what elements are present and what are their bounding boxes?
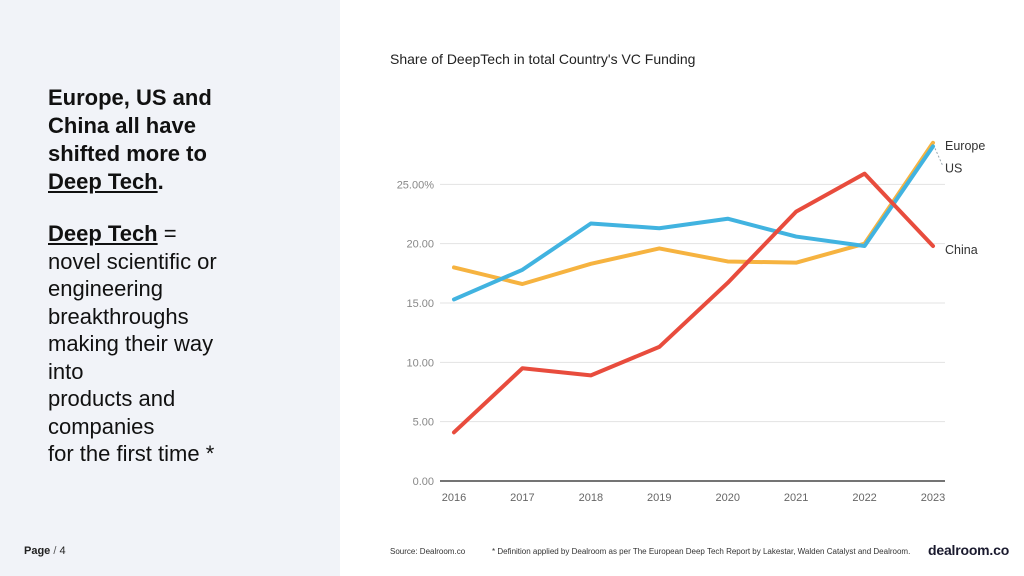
headline-term: Deep Tech [48,169,158,194]
headline-line: China all have [48,113,196,138]
definition-line: breakthroughs [48,303,189,329]
definition: Deep Tech = novel scientific or engineer… [48,220,308,468]
definition-footnote: * Definition applied by Dealroom as per … [492,547,911,556]
series-label-china: China [945,243,978,257]
x-tick-label: 2016 [442,492,466,504]
y-tick-label: 25.00% [397,179,435,191]
x-tick-label: 2017 [510,492,534,504]
x-tick-label: 2023 [921,492,945,504]
definition-line: into [48,358,84,384]
left-panel [0,0,340,576]
series-line-china [452,171,935,435]
series-label-us: US [945,161,962,175]
y-tick-label: 20.00 [406,239,434,251]
definition-equals: = [157,221,177,246]
y-tick-label: 10.00 [406,357,434,369]
definition-line: novel scientific or [48,248,217,274]
definition-line: engineering [48,276,163,301]
series-label-europe: Europe [945,139,985,153]
definition-line: making their way [48,331,214,356]
page-label: Page [24,545,51,557]
headline-period: . [157,169,164,194]
definition-line: companies [48,413,155,439]
x-tick-label: 2021 [784,492,808,504]
y-tick-label: 5.00 [413,417,434,429]
y-tick-label: 15.00 [406,298,434,310]
y-tick-label: 0.00 [413,476,434,488]
page-separator: / [50,545,60,557]
definition-heading: Deep Tech = [48,220,308,248]
x-tick-label: 2019 [647,492,671,504]
series-line-us [452,144,935,302]
source-note: Source: Dealroom.co [390,547,466,556]
chart-title: Share of DeepTech in total Country's VC … [390,51,696,67]
headline: Europe, US and China all have shifted mo… [48,84,298,196]
headline-line: shifted more to [48,141,207,166]
page-number-value: 4 [59,545,66,557]
definition-term: Deep Tech [48,221,158,246]
dealroom-logo: dealroom.co [928,542,1010,558]
definition-line: for the first time * [48,441,215,466]
x-tick-label: 2018 [579,492,603,504]
page-number: Page / 4 [24,545,66,557]
x-tick-label: 2022 [852,492,876,504]
headline-line: Europe, US and [48,85,212,110]
us-label-leader [934,148,944,167]
series-line-europe [452,140,935,287]
headline-line: Deep Tech. [48,168,298,196]
definition-line: products and [48,386,176,411]
x-tick-label: 2020 [715,492,739,504]
